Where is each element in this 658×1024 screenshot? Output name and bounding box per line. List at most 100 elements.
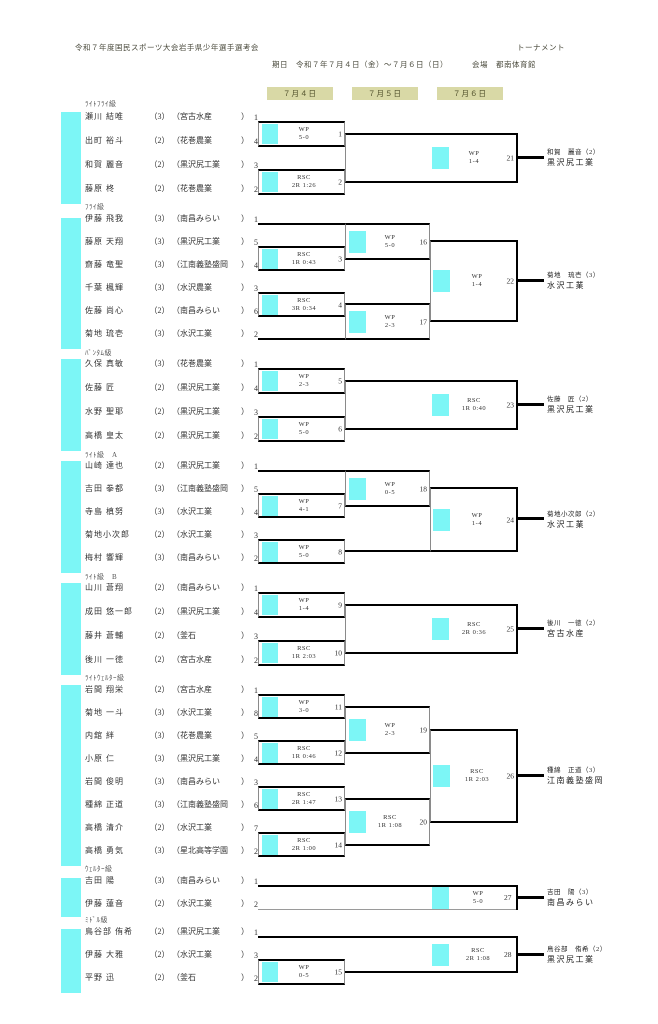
seed-number: 1	[254, 215, 258, 224]
champion-label: 菊地小次郎（2） 水沢工業	[547, 511, 600, 529]
match-result: WP 1-4	[298, 597, 310, 612]
winner-line	[518, 896, 544, 899]
seed-number: 4	[254, 137, 258, 146]
schedule-marker	[262, 595, 278, 615]
competitor-row: 高橋 勇気 3星北高等学園 2	[85, 845, 258, 856]
winner-path-line	[258, 885, 518, 887]
match-number: 16	[419, 237, 428, 246]
match-result: WP 0-5	[298, 964, 310, 979]
competitor-grade: 2	[147, 183, 172, 194]
competitor-row: 藤原 天翔 3黒沢尻工業 5	[85, 236, 258, 247]
match-box: RSC 3R 0:34 4	[258, 292, 345, 317]
competitor-name: 内舘 絆	[85, 731, 115, 740]
competitor-name: 寺島 槙努	[85, 507, 124, 516]
loser-path-line	[258, 909, 518, 910]
match-number: 9	[338, 600, 342, 610]
competitor-row: 菊地 琉壱 3水沢工業 2	[85, 328, 258, 339]
competitor-school: 水沢工業	[172, 949, 241, 960]
tournament-label: トーナメント	[517, 43, 565, 52]
schedule-marker	[432, 887, 449, 909]
paren	[241, 529, 248, 540]
competitor-row: 内舘 絆 3花巻農業 5	[85, 730, 258, 741]
seed-number: 2	[254, 330, 258, 339]
schedule-marker	[262, 124, 278, 144]
competitor-grade: 2	[147, 898, 172, 909]
paren	[241, 328, 248, 339]
competitor-name: 梅村 響輝	[85, 553, 124, 562]
competitor-name: 後川 一徳	[85, 655, 124, 664]
weight-class-label: ﾗｲﾄ級 B	[85, 573, 118, 581]
competitor-school: 南昌みらい	[172, 875, 241, 886]
winner-line	[518, 953, 544, 956]
schedule-marker	[262, 172, 278, 192]
match-result: WP 5-0	[384, 233, 396, 249]
competitor-grade: 3	[147, 730, 172, 741]
competitor-name: 伊藤 蓮音	[85, 899, 124, 908]
champion-label: 吉田 陽（3） 南昌みらい	[547, 889, 595, 907]
competitor-grade: 3	[147, 845, 172, 856]
schedule-marker	[349, 230, 366, 253]
competitor-school: 水沢工業	[172, 822, 241, 833]
schedule-marker	[432, 944, 449, 966]
weight-class-label: ﾗｲﾄﾌﾗｲ級	[85, 100, 117, 108]
competitor-name: 岩間 翔栄	[85, 685, 124, 694]
match-box: WP 5-0 1	[258, 121, 345, 147]
seed-number: 3	[254, 632, 258, 641]
competitor-row: 鳥谷部 侑希 2黒沢尻工業 1	[85, 926, 258, 937]
competitor-grade: 2	[147, 159, 172, 170]
paren	[241, 183, 248, 194]
match-number: 5	[338, 376, 342, 386]
competitor-grade: 3	[147, 236, 172, 247]
competitor-school: 南昌みらい	[172, 305, 241, 316]
match-number: 18	[419, 484, 428, 493]
competitor-row: 佐藤 匠 2黒沢尻工業 4	[85, 382, 258, 393]
schedule-marker	[349, 811, 366, 833]
schedule-marker	[262, 643, 278, 663]
winner-line	[518, 403, 544, 406]
competitor-school: 黒沢尻工業	[172, 159, 241, 170]
competitor-name: 藤原 柊	[85, 184, 115, 193]
competitor-school: 星北高等学園	[172, 845, 241, 856]
paren	[241, 111, 248, 122]
match-box: WP 1-4 9	[258, 592, 345, 618]
competitor-grade: 3	[147, 259, 172, 270]
section-bar	[61, 461, 81, 573]
bye-line	[258, 338, 345, 340]
competitor-school: 水沢農業	[172, 282, 241, 293]
paren	[241, 730, 248, 741]
competitor-row: 水野 聖耶 2黒沢尻工業 3	[85, 406, 258, 417]
winner-line	[518, 156, 544, 159]
winner-line	[518, 279, 544, 282]
competitor-grade: 2	[147, 529, 172, 540]
seed-number: 4	[254, 261, 258, 270]
weight-class-label: ﾌﾗｲ級	[85, 203, 105, 211]
competitor-school: 黒沢尻工業	[172, 430, 241, 441]
paren	[241, 460, 248, 471]
paren	[241, 213, 248, 224]
competitor-row: 菊地小次郎 2水沢工業 3	[85, 529, 258, 540]
winner-path-line	[258, 936, 518, 938]
seed-number: 6	[254, 801, 258, 810]
competitor-row: 高橋 清介 2水沢工業 7	[85, 822, 258, 833]
champion-label: 後川 一徳（2） 宮古水産	[547, 620, 600, 638]
competitor-row: 平野 迅2釜石2	[85, 972, 258, 983]
competitor-name: 成田 悠一郎	[85, 607, 133, 616]
competitor-name: 吉田 陽	[85, 876, 115, 885]
competitor-row: 岩間 翔栄 2宮古水産 1	[85, 684, 258, 695]
seed-number: 2	[254, 900, 258, 909]
match-result: WP 0-5	[384, 480, 396, 496]
schedule-marker	[433, 765, 450, 787]
section-bar	[61, 878, 81, 917]
match-number: 12	[334, 748, 343, 757]
competitor-name: 藤井 蒼輔	[85, 631, 124, 640]
competitor-name: 菊地小次郎	[85, 530, 130, 539]
paren	[241, 822, 248, 833]
schedule-marker	[432, 618, 449, 640]
competitor-grade: 2	[147, 382, 172, 393]
seed-number: 5	[254, 485, 258, 494]
competitor-name: 種綿 正道	[85, 800, 124, 809]
paren	[241, 305, 248, 316]
match-number: 26	[506, 771, 515, 781]
match-number: 8	[338, 547, 342, 556]
match-number: 2	[338, 177, 342, 187]
